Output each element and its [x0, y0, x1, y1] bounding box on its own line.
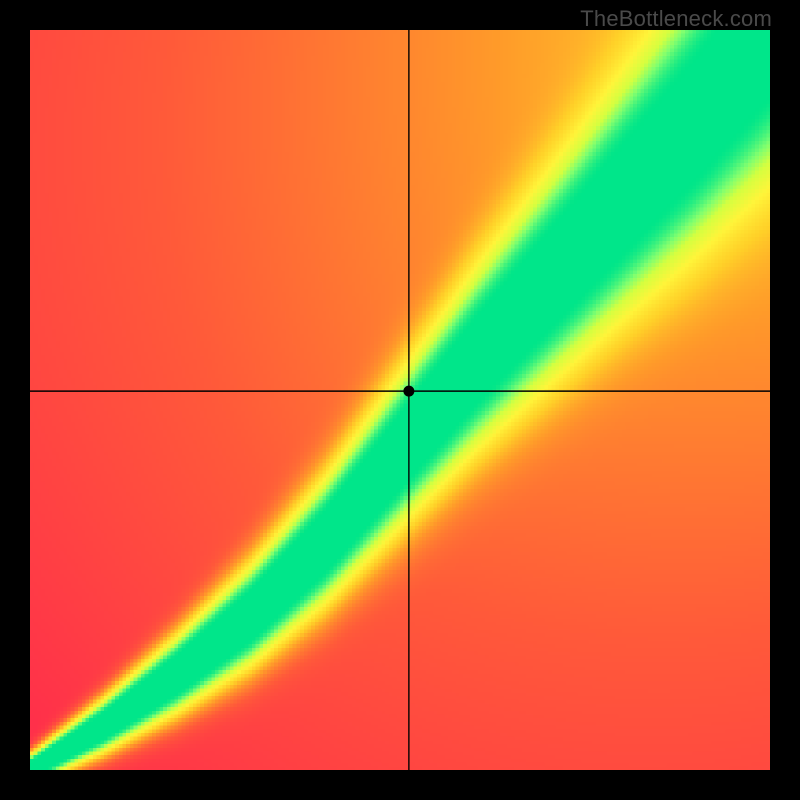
watermark-text: TheBottleneck.com — [580, 6, 772, 32]
heatmap-canvas — [30, 30, 770, 770]
bottleneck-heatmap — [30, 30, 770, 770]
